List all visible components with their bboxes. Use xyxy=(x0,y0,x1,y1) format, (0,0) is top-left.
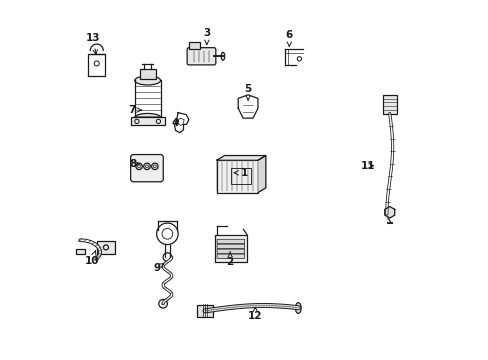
Ellipse shape xyxy=(221,52,224,60)
Text: 9: 9 xyxy=(153,263,163,273)
Bar xyxy=(97,241,115,254)
Polygon shape xyxy=(216,156,265,160)
FancyBboxPatch shape xyxy=(217,244,244,248)
Ellipse shape xyxy=(295,303,301,314)
Bar xyxy=(230,168,251,184)
Text: 6: 6 xyxy=(285,30,292,46)
Text: 12: 12 xyxy=(247,307,262,321)
Text: 7: 7 xyxy=(127,105,141,115)
FancyBboxPatch shape xyxy=(130,154,163,182)
Bar xyxy=(140,69,155,79)
Bar xyxy=(214,235,246,262)
FancyBboxPatch shape xyxy=(187,48,215,65)
Text: 13: 13 xyxy=(86,33,100,54)
Text: 8: 8 xyxy=(129,159,139,169)
Text: 5: 5 xyxy=(244,84,251,100)
FancyBboxPatch shape xyxy=(217,239,244,244)
Text: 2: 2 xyxy=(226,252,233,267)
Text: 3: 3 xyxy=(203,28,210,44)
FancyBboxPatch shape xyxy=(217,254,244,258)
Bar xyxy=(216,160,258,193)
Bar xyxy=(130,117,164,125)
Bar xyxy=(197,305,212,317)
Polygon shape xyxy=(258,156,265,193)
Text: 10: 10 xyxy=(84,250,99,266)
Polygon shape xyxy=(384,207,394,218)
Bar xyxy=(76,249,84,254)
Bar xyxy=(382,95,396,114)
Ellipse shape xyxy=(135,113,160,121)
FancyBboxPatch shape xyxy=(217,249,244,253)
Text: 4: 4 xyxy=(172,118,179,128)
Bar xyxy=(188,41,199,49)
Ellipse shape xyxy=(135,76,160,85)
Text: 11: 11 xyxy=(360,161,375,171)
Text: 1: 1 xyxy=(234,168,247,178)
